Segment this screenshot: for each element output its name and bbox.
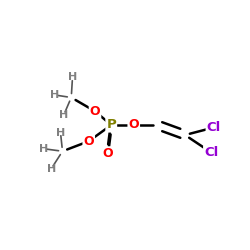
Text: H: H xyxy=(39,144,48,154)
Text: O: O xyxy=(128,118,139,132)
Text: O: O xyxy=(102,147,113,160)
Text: H: H xyxy=(50,90,59,100)
Text: O: O xyxy=(90,105,100,118)
Text: H: H xyxy=(47,164,56,174)
Text: P: P xyxy=(106,118,116,132)
Text: Cl: Cl xyxy=(206,121,221,134)
Text: Cl: Cl xyxy=(204,146,218,159)
Text: H: H xyxy=(59,110,69,120)
Text: H: H xyxy=(56,128,65,138)
Text: H: H xyxy=(68,72,77,83)
Text: O: O xyxy=(84,135,94,148)
